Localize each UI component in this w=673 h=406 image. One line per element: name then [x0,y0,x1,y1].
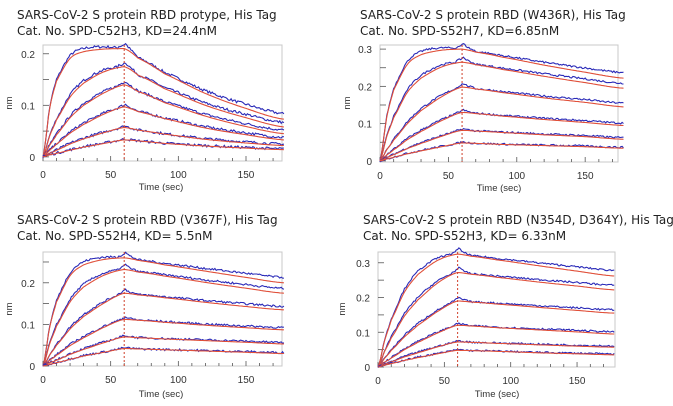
fit-curve-1 [42,48,284,158]
x-tick-label: 150 [238,170,255,181]
fit-curve-4 [377,324,615,368]
panel-1: SARS-CoV-2 S protein RBD protype, His Ta… [4,8,285,193]
fit-curve-2 [379,61,624,162]
plot-area [377,251,616,368]
x-axis-label: Time (sec) [477,183,522,194]
fit-curve-3 [42,84,284,158]
measured-trace-3 [379,83,624,162]
y-tick-label: 0.3 [356,259,370,270]
fit-curve-5 [42,126,284,158]
y-tick-label: 0.2 [356,294,370,305]
fit-curve-2 [42,66,284,158]
x-tick-label: 0 [377,171,383,182]
panel-subtitle: Cat. No. SPD-S52H3, KD= 6.33nM [363,229,566,243]
panel-4: SARS-CoV-2 S protein RBD (N354D, D364Y),… [337,213,673,400]
y-tick-label: 0.1 [21,320,35,331]
x-tick-label: 150 [577,171,594,182]
x-tick-label: 50 [105,170,117,181]
x-axis-label: Time (sec) [139,389,184,400]
fit-curve-2 [377,271,615,368]
panel-title: SARS-CoV-2 S protein RBD (W436R), His Ta… [360,8,626,22]
y-axis-label: nm [342,96,353,109]
y-axis-label: nm [337,302,348,315]
x-tick-label: 50 [439,376,451,387]
x-tick-label: 100 [502,376,519,387]
x-tick-label: 100 [170,170,187,181]
fit-curve-5 [42,336,284,367]
y-tick-label: 0 [364,363,370,374]
measured-trace-2 [377,266,615,368]
panel-2: SARS-CoV-2 S protein RBD (W436R), His Ta… [342,8,626,194]
x-tick-label: 150 [569,376,586,387]
x-tick-label: 100 [170,375,187,386]
x-tick-label: 0 [375,376,381,387]
y-tick-label: 0 [366,157,372,168]
fit-curve-4 [379,111,624,162]
fit-curve-3 [42,292,284,367]
panel-subtitle: Cat. No. SPD-S52H4, KD= 5.5nM [17,229,212,243]
plot-area [379,44,619,163]
measured-trace-2 [42,263,285,366]
measured-trace-4 [377,322,615,369]
y-tick-label: 0 [29,153,35,164]
panel-3: SARS-CoV-2 S protein RBD (V367F), His Ta… [4,213,285,400]
fit-curve-5 [377,341,615,368]
y-tick-label: 0.2 [358,82,372,93]
plot-area [42,251,283,367]
fit-curve-1 [379,48,624,162]
fit-curve-3 [379,86,624,162]
x-axis-label: Time (sec) [139,182,184,193]
fit-curve-5 [379,129,624,162]
fit-curve-6 [379,142,624,162]
x-tick-label: 150 [238,375,255,386]
x-tick-label: 0 [40,170,46,181]
x-tick-label: 50 [105,375,117,386]
y-tick-label: 0 [29,362,35,373]
x-tick-label: 0 [40,375,46,386]
x-axis-label: Time (sec) [475,389,520,400]
panel-title: SARS-CoV-2 S protein RBD protype, His Ta… [17,8,277,22]
measured-trace-2 [42,62,285,158]
fit-curve-6 [42,347,284,367]
measured-trace-1 [379,42,624,161]
measured-trace-5 [379,127,624,163]
fit-curve-1 [377,253,615,368]
y-tick-label: 0.2 [21,279,35,290]
panel-title: SARS-CoV-2 S protein RBD (V367F), His Ta… [17,213,278,227]
fit-curve-6 [42,139,284,158]
y-tick-label: 0.3 [358,45,372,56]
measured-trace-3 [42,288,285,367]
measured-trace-1 [377,247,615,367]
y-tick-label: 0.1 [356,328,370,339]
y-tick-label: 0.1 [358,120,372,131]
fit-curve-2 [42,268,284,367]
fit-curve-4 [42,106,284,158]
fit-curve-1 [42,257,284,367]
y-axis-label: nm [4,302,15,315]
y-tick-label: 0.2 [21,50,35,61]
measured-trace-1 [42,251,284,367]
measured-trace-4 [379,108,624,162]
x-tick-label: 100 [508,171,525,182]
panel-subtitle: Cat. No. SPD-C52H3, KD=24.4nM [17,24,217,38]
x-tick-label: 50 [443,171,455,182]
panel-title: SARS-CoV-2 S protein RBD (N354D, D364Y),… [363,213,673,227]
fit-curve-6 [377,349,615,368]
fit-curve-3 [377,300,615,368]
fit-curve-4 [42,318,284,367]
y-tick-label: 0.1 [21,101,35,112]
y-axis-label: nm [4,96,15,109]
panel-subtitle: Cat. No. SPD-S52H7, KD=6.85nM [360,24,559,38]
